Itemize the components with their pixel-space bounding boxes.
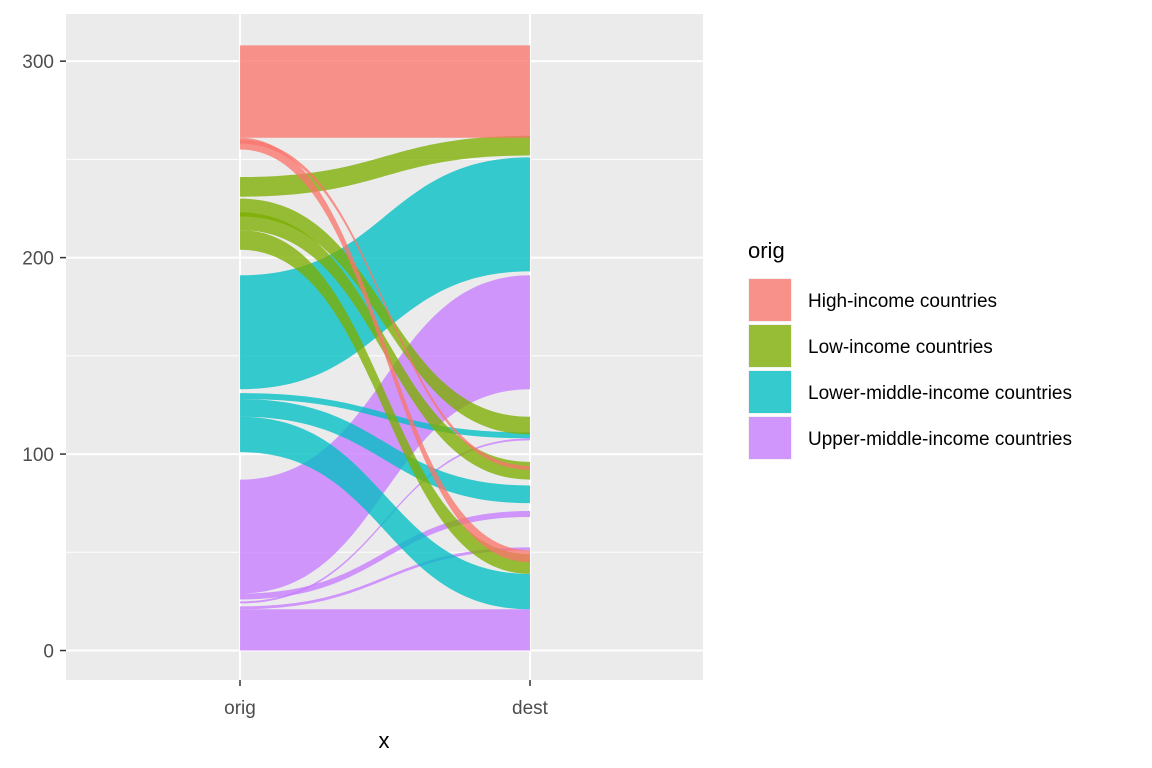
alluvium-flow <box>240 198 530 435</box>
legend-swatch <box>749 279 791 321</box>
alluvium-flow <box>240 416 530 610</box>
alluvium-flow <box>240 275 530 594</box>
axis-layer: 0 100 200 300 orig dest <box>22 52 548 719</box>
x-axis-title: x <box>379 728 390 753</box>
x-tick-label: orig <box>224 698 256 719</box>
alluvium-flow <box>240 511 530 600</box>
legend-label: Upper-middle-income countries <box>808 429 1072 450</box>
x-tick-label: dest <box>512 698 549 719</box>
legend-title: orig <box>748 238 785 263</box>
y-tick-label: 300 <box>22 52 54 73</box>
legend-label: Low-income countries <box>808 337 993 358</box>
alluvium-flow <box>240 609 530 651</box>
alluvium-flow <box>240 230 530 574</box>
legend-swatch <box>749 417 791 459</box>
alluvium-flow <box>240 399 530 504</box>
legend-label: High-income countries <box>808 291 997 312</box>
y-tick-label: 100 <box>22 445 54 466</box>
alluvium-flow <box>240 139 530 470</box>
y-tick-label: 200 <box>22 249 54 270</box>
alluvium-flow <box>240 45 530 138</box>
legend-swatch <box>749 371 791 413</box>
alluvium-flow <box>240 137 530 563</box>
alluvium-flow <box>240 393 530 439</box>
legend: orig High-income countries Low-income cou… <box>748 238 1072 460</box>
flow-layer <box>240 45 530 651</box>
y-tick-label: 0 <box>43 642 54 663</box>
alluvium-flow <box>240 157 530 390</box>
alluvium-flow <box>240 547 530 610</box>
legend-label: Lower-middle-income countries <box>808 383 1072 404</box>
legend-swatch <box>749 325 791 367</box>
